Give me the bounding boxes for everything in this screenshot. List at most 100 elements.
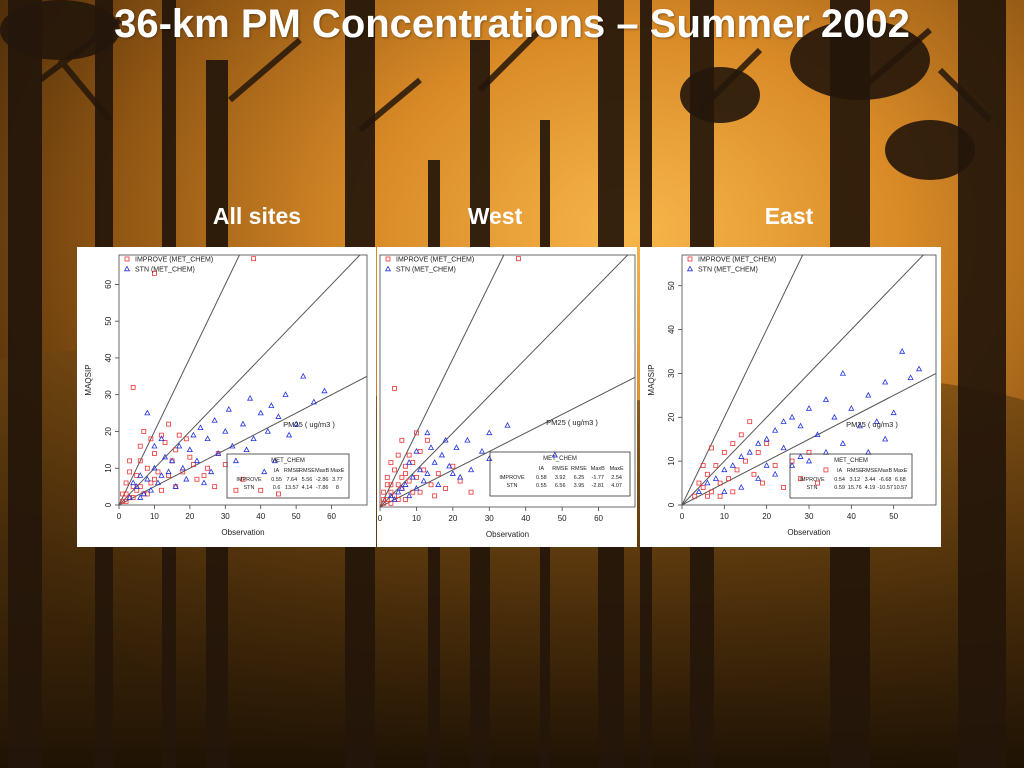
improve-point	[388, 460, 394, 465]
stn-point	[391, 496, 398, 502]
stats-cell: 4.14	[302, 485, 313, 491]
improve-point	[191, 462, 196, 467]
stn-point	[176, 442, 183, 449]
improve-point	[717, 493, 723, 499]
x-tick-label: 0	[680, 512, 685, 521]
improve-point	[392, 467, 397, 473]
stats-cell: 2.54	[611, 475, 622, 481]
improve-point	[760, 480, 765, 486]
improve-point	[251, 256, 257, 262]
stats-row-label: STN	[807, 485, 818, 491]
stats-cell: 15.76	[848, 485, 862, 491]
stn-point	[406, 492, 413, 499]
chart-panel-east: 0 10 20 30 40 50 0 10 20 30 40 50 Observation MAQSIP I…	[640, 247, 941, 547]
stats-row-label: STN	[507, 483, 518, 489]
stn-point	[285, 431, 293, 438]
x-tick-label: 30	[485, 514, 494, 523]
x-tick-label: 0	[117, 512, 122, 521]
improve-point	[743, 458, 748, 464]
stats-table-title: MET_CHEM	[543, 456, 577, 462]
legend-improve-marker	[124, 256, 130, 262]
improve-point	[130, 384, 136, 390]
reference-line-2	[380, 255, 505, 507]
stn-point	[839, 369, 846, 376]
stats-cell: 8	[336, 485, 339, 491]
stats-cell: 6.56	[555, 483, 566, 489]
stn-point	[788, 413, 796, 420]
improve-point	[410, 489, 416, 495]
improve-point	[721, 449, 727, 455]
stn-point	[873, 418, 880, 424]
x-tick-label: 40	[521, 514, 530, 523]
improve-point	[120, 491, 125, 497]
improve-point	[764, 441, 770, 446]
stn-point	[721, 488, 728, 495]
improve-point	[424, 437, 430, 443]
stn-point	[398, 485, 405, 491]
stats-cell: 3.44	[865, 477, 876, 483]
stats-row-label: IMPROVE	[499, 475, 525, 481]
stn-point	[413, 447, 420, 454]
improve-point	[120, 498, 125, 504]
improve-point	[726, 476, 731, 482]
chart-panel-all-sites: 0 10 20 30 40 50 60 0 10 20 30 40 50 60 Observation MAQ…	[77, 247, 376, 547]
y-tick-label: 20	[104, 426, 113, 435]
stn-point	[416, 466, 424, 473]
stats-cell: 0.54	[834, 477, 845, 483]
improve-point	[127, 458, 133, 464]
stats-cell: 0.6	[273, 485, 281, 491]
y-tick-label: 20	[667, 412, 676, 421]
stn-point	[729, 462, 736, 468]
improve-point	[468, 489, 474, 495]
x-tick-label: 40	[847, 512, 856, 521]
stn-point	[907, 374, 914, 381]
improve-point	[730, 441, 736, 446]
reference-line-0.5	[119, 375, 367, 505]
stn-point	[449, 470, 456, 476]
stn-point	[158, 435, 165, 442]
plot-frame	[118, 254, 368, 506]
stn-point	[848, 405, 855, 411]
improve-point	[155, 469, 161, 475]
improve-point	[435, 471, 441, 477]
improve-point	[700, 463, 706, 468]
y-tick-label: 0	[667, 502, 676, 507]
improve-point	[388, 482, 394, 488]
improve-point	[384, 474, 390, 480]
improve-point	[457, 478, 463, 484]
improve-point	[381, 497, 387, 502]
stn-point	[243, 446, 250, 453]
improve-point	[152, 476, 157, 482]
stn-point	[435, 481, 442, 487]
reference-line-1	[682, 255, 924, 505]
stats-cell: 3.92	[555, 475, 566, 481]
stn-point	[222, 428, 229, 434]
stn-point	[839, 440, 846, 446]
improve-point	[705, 471, 710, 477]
x-tick-label: 30	[805, 512, 814, 521]
stn-point	[215, 450, 222, 456]
y-tick-label: 10	[667, 456, 676, 465]
improve-point	[137, 458, 143, 464]
stats-cell: 6.25	[574, 475, 585, 481]
stn-point	[780, 444, 787, 451]
stn-point	[144, 475, 151, 482]
improve-point	[141, 429, 147, 434]
reference-line-2	[682, 255, 804, 505]
stn-point	[321, 387, 328, 394]
improve-point	[152, 451, 157, 456]
scatter-chart-east: 0 10 20 30 40 50 0 10 20 30 40 50 Observation MAQSIP I…	[647, 254, 937, 537]
stn-point	[695, 488, 703, 495]
stats-cell: 6.68	[895, 477, 906, 483]
stn-point	[704, 479, 711, 486]
legend-improve-label: IMPROVE (MET_CHEM)	[698, 257, 776, 264]
stn-point	[890, 409, 897, 416]
y-tick-label: 60	[104, 279, 113, 288]
x-axis-label: Observation	[221, 528, 264, 537]
y-axis-label: MAQSIP	[647, 364, 656, 395]
stats-table-title: MET_CHEM	[834, 458, 868, 464]
stn-point	[275, 413, 282, 419]
stn-point	[232, 457, 239, 464]
stn-point	[420, 477, 427, 484]
legend-stn-marker	[384, 265, 392, 272]
